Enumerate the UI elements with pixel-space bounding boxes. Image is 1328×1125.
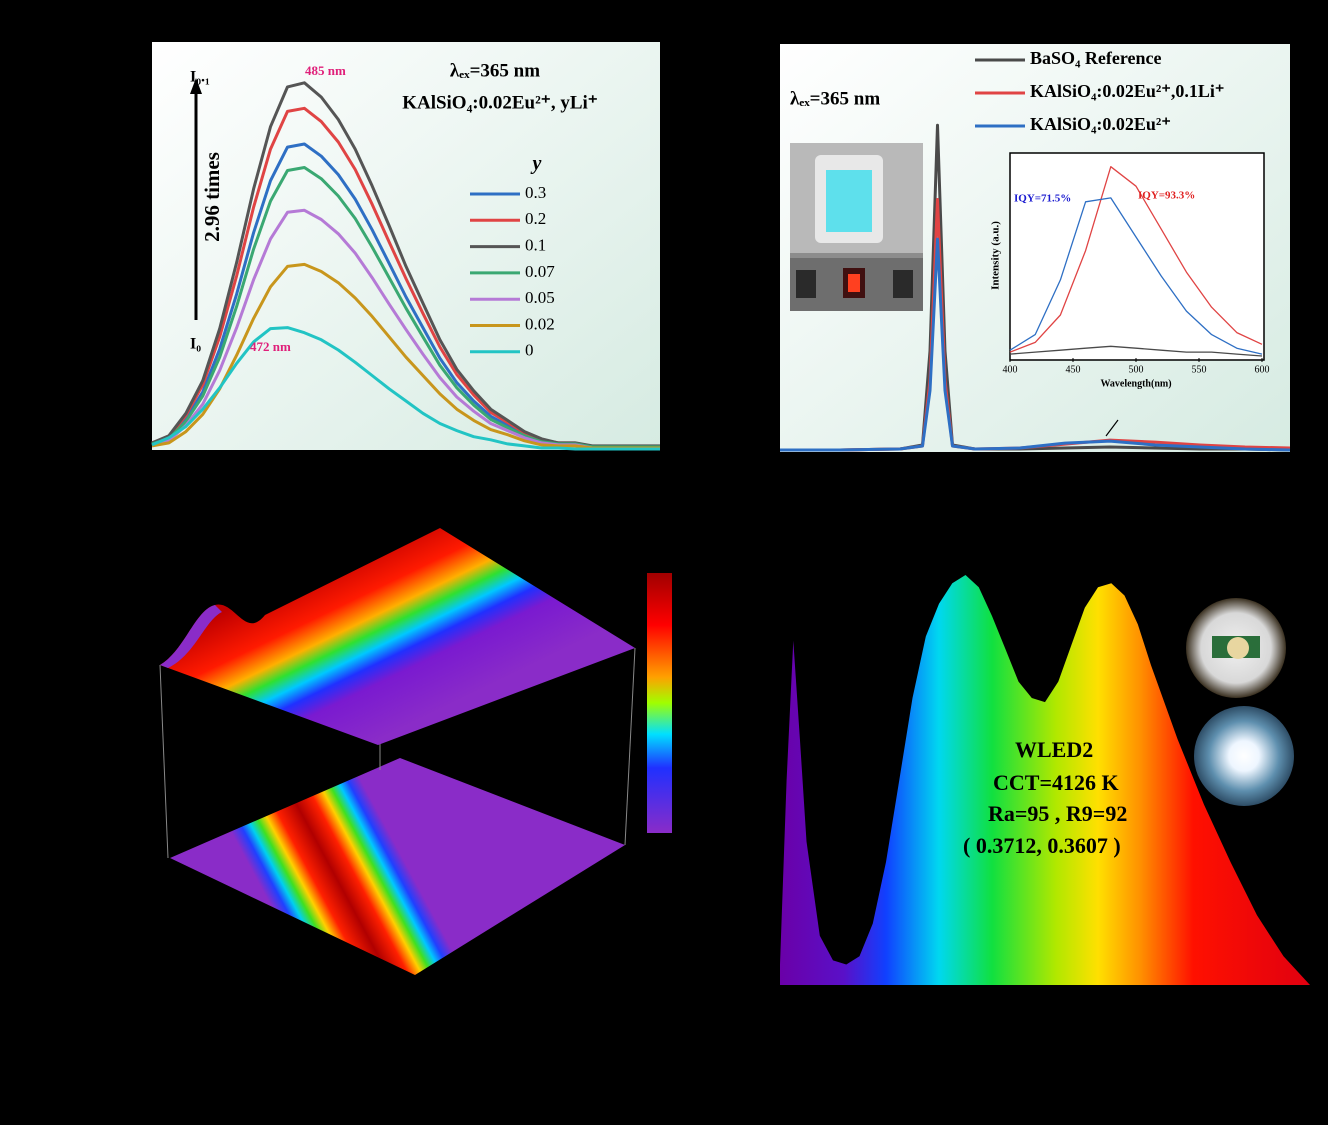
legend-label: 0.1 xyxy=(525,236,546,255)
annotation: Ra=95 , R9=92 xyxy=(988,801,1127,826)
surface-plot xyxy=(159,528,672,975)
annotation: λₑₓ=365 nm xyxy=(450,60,540,81)
annotation: I₀ xyxy=(190,336,201,353)
annotation: WLED2 xyxy=(1015,737,1093,762)
line xyxy=(151,326,660,451)
x-tick-label: 450 xyxy=(1066,364,1081,375)
plot-area xyxy=(152,42,660,450)
annotation: ( 0.3712, 0.3607 ) xyxy=(963,833,1121,858)
x-axis-label: Wavelength(nm) xyxy=(1100,378,1171,389)
x-tick-label: 400 xyxy=(1003,364,1018,375)
legend-label: 0.05 xyxy=(525,288,555,307)
line xyxy=(1009,345,1263,357)
legend-label: KAlSiO₄:0.02Eu²⁺ xyxy=(1030,114,1171,134)
legend-label: 0.3 xyxy=(525,183,546,202)
annotation: I₀.₁ xyxy=(190,69,210,86)
line xyxy=(1009,197,1263,355)
area xyxy=(780,575,1310,985)
line xyxy=(1009,166,1263,353)
line xyxy=(151,262,660,450)
legend-label: BaSO₄ Reference xyxy=(1030,48,1162,68)
legend-label: 0.02 xyxy=(525,314,555,333)
legend-title: y xyxy=(531,153,542,175)
x-tick-label: 600 xyxy=(1255,364,1270,375)
line xyxy=(780,237,1291,452)
annotation: IQY=93.3% xyxy=(1138,190,1195,202)
annotation: KAlSiO₄:0.02Eu²⁺, yLi⁺ xyxy=(402,92,598,113)
legend-label: 0.2 xyxy=(525,209,546,228)
x-tick-label: 550 xyxy=(1192,364,1207,375)
legend-label: KAlSiO₄:0.02Eu²⁺,0.1Li⁺ xyxy=(1030,81,1224,101)
y-axis-label: Intensity (a.u.) xyxy=(990,221,1002,290)
annotation: 2.96 times xyxy=(200,152,224,242)
legend-label: 0 xyxy=(525,341,534,360)
legend-label: 0.07 xyxy=(525,262,555,281)
led-photos xyxy=(1186,598,1294,806)
x-tick-label: 500 xyxy=(1129,364,1144,375)
annotation: 472 nm xyxy=(250,339,291,354)
arrow-head xyxy=(190,78,202,94)
arrow xyxy=(1105,419,1119,437)
annotation: 485 nm xyxy=(305,63,346,78)
annotation: IQY=71.5% xyxy=(1014,193,1071,205)
annotation: CCT=4126 K xyxy=(993,770,1119,795)
sample-photo xyxy=(790,143,923,311)
annotation: λₑₓ=365 nm xyxy=(790,88,880,109)
